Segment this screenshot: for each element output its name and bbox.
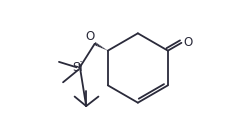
Text: O: O xyxy=(183,36,192,49)
Text: O: O xyxy=(85,30,95,42)
Text: Si: Si xyxy=(73,61,83,74)
